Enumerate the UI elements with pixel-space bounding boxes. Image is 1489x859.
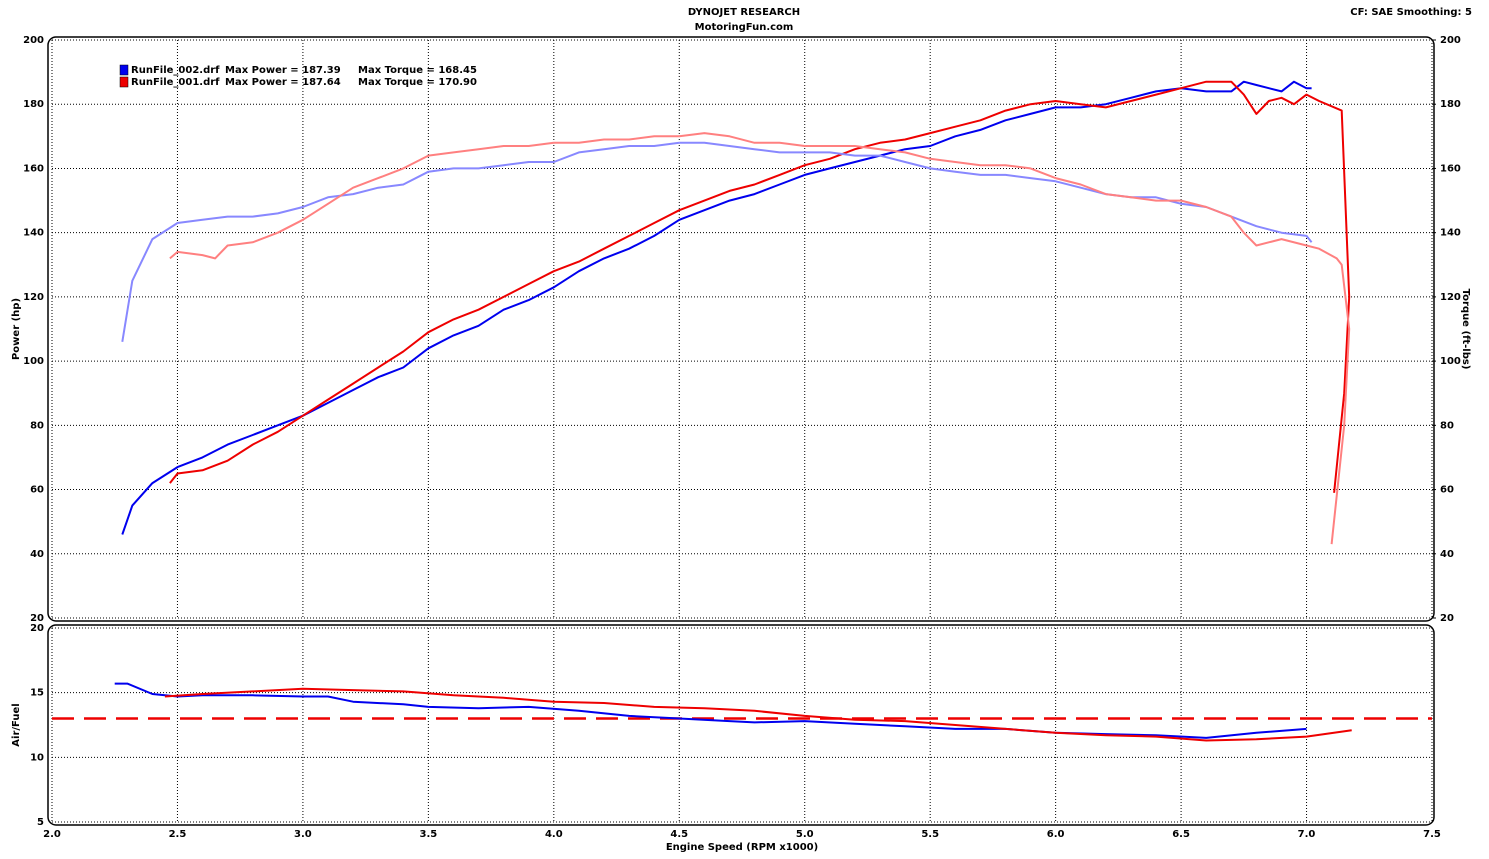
x-tick-label: 5.5 [921, 829, 939, 840]
x-tick-label: 4.0 [545, 829, 563, 840]
y-tick-label: 140 [23, 228, 44, 239]
top-panel-frame [47, 36, 1435, 622]
x-axis-label: Engine Speed (RPM x1000) [666, 842, 818, 853]
y2-tick-label: 200 [1440, 35, 1461, 46]
x-tick-label: 7.5 [1423, 829, 1441, 840]
legend-max-power: Max Power = 187.39 [225, 65, 341, 76]
y-tick-label: 160 [23, 163, 44, 174]
x-tick-label: 5.0 [796, 829, 814, 840]
chart-subtitle: MotoringFun.com [695, 22, 794, 33]
y-tick-label: 40 [30, 549, 44, 560]
y-tick-label: 180 [23, 99, 44, 110]
legend-swatch [119, 76, 129, 88]
legend-swatch [119, 64, 129, 76]
y2-tick-label: 60 [1440, 485, 1454, 496]
x-tick-label: 3.5 [420, 829, 438, 840]
legend-name: RunFile_001.drf [131, 77, 220, 88]
y2-tick-label: 180 [1440, 99, 1461, 110]
y-tick-label: 20 [30, 623, 44, 634]
legend-max-torque: Max Torque = 170.90 [358, 77, 477, 88]
y-tick-label: 200 [23, 35, 44, 46]
y-tick-label: 5 [37, 817, 44, 828]
y2-axis-label: Torque (ft-lbs) [1460, 289, 1471, 370]
data-line [121, 141, 1313, 342]
y2-tick-label: 40 [1440, 549, 1454, 560]
y2-tick-label: 160 [1440, 163, 1461, 174]
y2-tick-label: 20 [1440, 613, 1454, 624]
y-tick-label: 60 [30, 485, 44, 496]
x-tick-label: 2.5 [169, 829, 187, 840]
x-tick-label: 6.0 [1047, 829, 1065, 840]
y2-tick-label: 120 [1440, 292, 1461, 303]
y-tick-label: 100 [23, 356, 44, 367]
data-line [169, 80, 1351, 493]
y-tick-label: 20 [30, 613, 44, 624]
data-line [164, 687, 1352, 742]
x-tick-label: 4.5 [670, 829, 688, 840]
x-tick-label: 3.0 [294, 829, 312, 840]
chart-title: DYNOJET RESEARCH [688, 7, 800, 18]
x-tick-label: 6.5 [1172, 829, 1190, 840]
y2-tick-label: 80 [1440, 420, 1454, 431]
y2-tick-label: 100 [1440, 356, 1461, 367]
y-tick-label: 80 [30, 420, 44, 431]
settings-info: CF: SAE Smoothing: 5 [1350, 7, 1472, 18]
x-tick-label: 2.0 [43, 829, 61, 840]
y2-tick-label: 140 [1440, 228, 1461, 239]
y-tick-label: 15 [30, 688, 44, 699]
legend-max-power: Max Power = 187.64 [225, 77, 341, 88]
bottom-panel-frame [47, 624, 1435, 826]
data-line [114, 682, 1307, 739]
y-tick-label: 120 [23, 292, 44, 303]
y-axis-label: Power (hp) [11, 298, 22, 360]
legend-max-torque: Max Torque = 168.45 [358, 65, 477, 76]
x-tick-label: 7.0 [1298, 829, 1316, 840]
data-line [121, 80, 1312, 535]
y-axis-label: Air/Fuel [11, 703, 22, 746]
data-line [169, 132, 1351, 545]
y-tick-label: 10 [30, 752, 44, 763]
legend-name: RunFile_002.drf [131, 65, 220, 76]
